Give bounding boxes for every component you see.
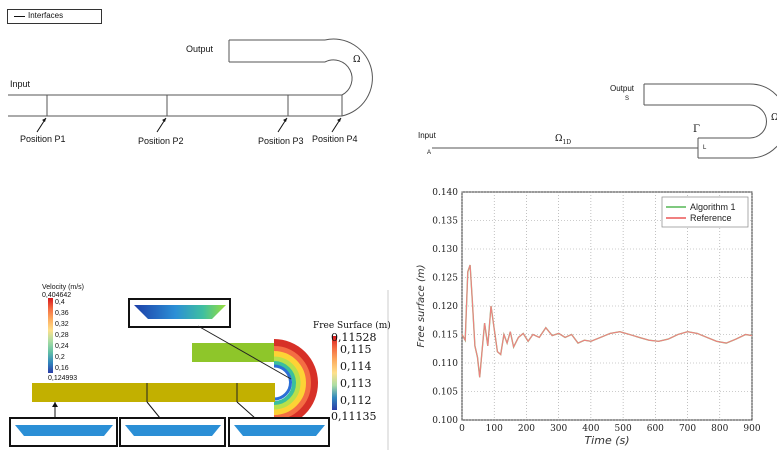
free-surface-chart: 0 100 200 300 400 500 600 700 800 900 0.100 0.105 0.…: [416, 188, 761, 447]
right-bend-inner: [749, 104, 767, 139]
x-tick-label: 100: [486, 424, 503, 434]
velocity-title: Velocity (m/s): [42, 284, 85, 291]
y-tick-label: 0.110: [432, 359, 458, 369]
x-tick-label: 200: [518, 424, 535, 434]
x-tick-label: 0: [459, 424, 465, 434]
y-tick-label: 0.120: [432, 302, 458, 312]
velocity-tick: 0,32: [55, 321, 69, 328]
bend-inner: [324, 59, 353, 96]
chart-legend: [661, 196, 749, 228]
inset-pointer: [197, 325, 292, 380]
y-tick-label: 0.130: [432, 245, 458, 255]
velocity-colorbar: [48, 298, 53, 373]
x-tick-label: 500: [615, 424, 632, 434]
channel-diagram-right: [432, 83, 777, 159]
gamma-label: Γ: [693, 124, 700, 135]
velocity-tick: 0,404642: [42, 292, 72, 299]
series-line-reference: [461, 264, 753, 378]
s-label: S: [625, 96, 630, 102]
l-label: L: [703, 145, 707, 151]
velocity-tick: 0,28: [55, 332, 69, 339]
y-tick-label: 0.100: [432, 416, 458, 426]
position-p3-label: Position P3: [258, 136, 304, 146]
free-surface-tick: 0,115: [340, 343, 372, 356]
x-tick-label: 300: [550, 424, 567, 434]
y-tick-label: 0.135: [432, 217, 458, 227]
free-surface-tick: 0,112: [340, 394, 372, 407]
x-tick-label: 900: [743, 424, 760, 434]
right-output-label: Output: [610, 84, 635, 93]
free-surface-colorbar: [332, 336, 337, 410]
y-tick-label: 0.125: [432, 274, 458, 284]
position-p4-label: Position P4: [312, 134, 358, 144]
y-tick-label: 0.115: [432, 331, 458, 341]
free-surface-tick: 0,113: [340, 377, 372, 390]
bend-outer: [324, 38, 373, 117]
legend-entry: Algorithm 1: [690, 202, 736, 212]
channel-diagram-left: [8, 38, 373, 133]
x-tick-label: 600: [647, 424, 664, 434]
velocity-tick: 0,24: [55, 343, 69, 350]
input-label: Input: [10, 79, 31, 89]
right-bend-outer: [749, 83, 777, 159]
velocity-section-shape: [134, 305, 226, 319]
y-tick-label: 0.105: [432, 388, 458, 398]
free-surface-tick: 0,11528: [331, 331, 377, 344]
velocity-tick: 0,2: [55, 354, 65, 361]
interfaces-legend: Interfaces: [7, 9, 102, 24]
main-channel-field: [32, 383, 275, 402]
legend-line-swatch: [14, 16, 25, 17]
omega-label: Ω: [353, 55, 361, 65]
x-tick-label: 400: [582, 424, 599, 434]
position-p1-label: Position P1: [20, 134, 66, 144]
x-tick-label: 800: [711, 424, 728, 434]
free-surface-title: Free Surface (m): [313, 321, 391, 331]
y-tick-label: 0.140: [432, 188, 458, 198]
x-tick-label: 700: [679, 424, 696, 434]
position-p2-label: Position P2: [138, 136, 184, 146]
legend-entry: Reference: [690, 213, 732, 223]
output-label: Output: [186, 44, 214, 54]
velocity-tick: 0,124993: [48, 375, 78, 382]
velocity-tick: 0,36: [55, 310, 69, 317]
a-label: A: [427, 150, 432, 156]
legend-label: Interfaces: [28, 11, 64, 20]
simulation-visual: [9, 290, 389, 450]
right-input-label: Input: [418, 131, 436, 140]
free-surface-tick: 0,11135: [331, 410, 377, 423]
velocity-tick: 0,4: [55, 299, 65, 306]
free-surface-tick: 0,114: [340, 360, 372, 373]
velocity-tick: 0,16: [55, 365, 69, 372]
omega-1d-label: Ω1D: [555, 134, 572, 146]
y-axis-label: Free surface (m): [416, 264, 427, 347]
x-axis-label: Time (s): [584, 434, 629, 447]
right-omega-label: Ω: [771, 113, 777, 123]
